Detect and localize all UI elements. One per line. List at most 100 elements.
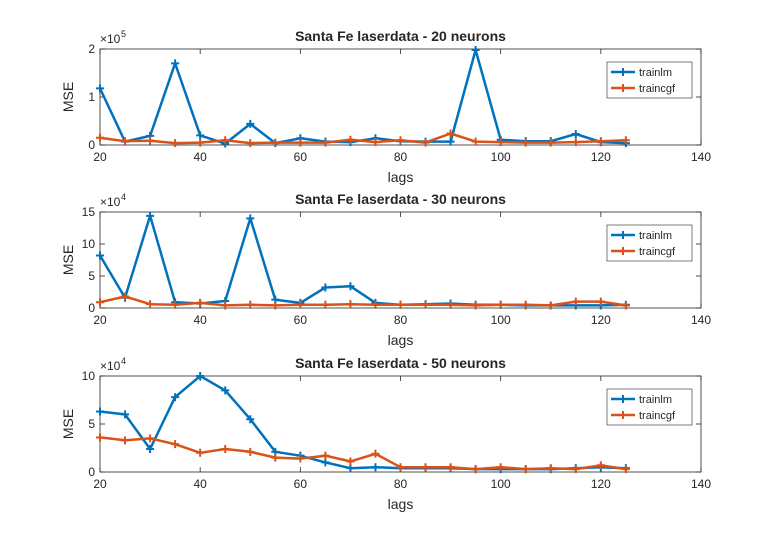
- legend-label-trainlm: trainlm: [639, 394, 672, 406]
- data-point-trainlm: [246, 119, 255, 128]
- x-tick-label: 20: [93, 150, 107, 164]
- y-exponent-label: ×10: [100, 32, 121, 46]
- x-tick-label: 80: [394, 313, 408, 327]
- legend-box: [606, 224, 693, 262]
- data-point-traincgf: [371, 138, 380, 147]
- x-axis-label: lags: [388, 496, 414, 512]
- chart-title: Santa Fe laserdata - 30 neurons: [295, 191, 506, 207]
- data-point-traincgf: [196, 298, 205, 307]
- legend: trainlm traincgf: [606, 224, 693, 262]
- data-point-trainlm: [96, 251, 104, 260]
- data-point-traincgf: [121, 137, 130, 146]
- legend-marker-trainlm: [619, 231, 627, 239]
- data-point-traincgf: [346, 135, 355, 144]
- data-point-traincgf: [296, 454, 305, 463]
- x-tick-label: 80: [394, 150, 408, 164]
- data-point-traincgf: [421, 463, 430, 472]
- data-point-traincgf: [196, 138, 205, 147]
- series-traincgf: [96, 292, 630, 310]
- legend-marker-traincgf: [619, 247, 627, 255]
- data-point-trainlm: [121, 410, 130, 419]
- data-point-traincgf: [246, 139, 255, 148]
- x-tick-label: 140: [691, 477, 711, 491]
- data-point-trainlm: [196, 131, 205, 140]
- data-point-traincgf: [471, 137, 480, 146]
- series-line-traincgf: [99, 132, 626, 145]
- data-point-trainlm: [146, 444, 155, 453]
- data-point-traincgf: [121, 292, 130, 301]
- data-point-traincgf: [446, 463, 455, 472]
- data-point-traincgf: [96, 433, 104, 442]
- legend: trainlm traincgf: [606, 61, 693, 99]
- x-tick-label: 60: [294, 313, 308, 327]
- y-tick-label: 10: [82, 237, 96, 251]
- data-point-traincgf: [321, 138, 330, 147]
- data-point-trainlm: [321, 458, 330, 467]
- x-tick-label: 20: [93, 477, 107, 491]
- data-point-trainlm: [446, 137, 455, 146]
- y-tick-label: 5: [88, 417, 95, 431]
- data-point-traincgf: [371, 300, 380, 309]
- y-tick-label: 2: [88, 42, 95, 56]
- legend-label-traincgf: traincgf: [639, 83, 676, 95]
- chart-title: Santa Fe laserdata - 50 neurons: [295, 355, 506, 371]
- y-tick-label: 1: [88, 90, 95, 104]
- data-point-traincgf: [571, 138, 580, 147]
- data-point-traincgf: [496, 138, 505, 147]
- legend-label-trainlm: trainlm: [639, 67, 672, 79]
- legend-label-trainlm: trainlm: [639, 230, 672, 242]
- data-point-trainlm: [246, 214, 255, 223]
- x-tick-label: 40: [193, 150, 207, 164]
- data-point-traincgf: [446, 129, 455, 138]
- axes-box: [99, 48, 702, 146]
- legend-box: [606, 61, 693, 99]
- series-traincgf: [96, 433, 630, 474]
- chart-title: Santa Fe laserdata - 20 neurons: [295, 28, 506, 44]
- data-point-traincgf: [546, 138, 555, 147]
- subplot-1: Santa Fe laserdata - 20 neurons 20 40 60 80 1…: [60, 28, 711, 185]
- legend-marker-traincgf: [619, 411, 627, 419]
- x-tick-label: 140: [691, 313, 711, 327]
- data-point-traincgf: [496, 463, 505, 472]
- data-point-traincgf: [521, 300, 530, 309]
- data-point-trainlm: [346, 464, 355, 473]
- data-point-traincgf: [146, 300, 155, 309]
- x-tick-label: 40: [193, 477, 207, 491]
- data-point-traincgf: [96, 298, 104, 307]
- data-point-trainlm: [321, 283, 330, 292]
- data-point-trainlm: [171, 59, 180, 68]
- series-traincgf: [96, 129, 630, 148]
- data-point-trainlm: [96, 407, 104, 416]
- x-tick-label: 40: [193, 313, 207, 327]
- data-point-traincgf: [396, 136, 405, 145]
- data-point-traincgf: [571, 297, 580, 306]
- data-point-traincgf: [471, 301, 480, 310]
- y-exponent-label: ×10: [100, 195, 121, 209]
- x-tick-label: 120: [591, 477, 611, 491]
- data-point-traincgf: [146, 434, 155, 443]
- data-point-trainlm: [146, 211, 155, 220]
- y-axis-label: MSE: [60, 82, 76, 112]
- data-point-traincgf: [421, 300, 430, 309]
- x-tick-label: 100: [491, 150, 511, 164]
- data-point-traincgf: [196, 448, 205, 457]
- x-tick-label: 60: [294, 150, 308, 164]
- legend-marker-trainlm: [619, 395, 627, 403]
- data-point-traincgf: [271, 453, 280, 462]
- data-point-traincgf: [296, 300, 305, 309]
- y-exponent-power: 4: [121, 192, 126, 202]
- data-point-trainlm: [471, 45, 480, 54]
- data-point-traincgf: [471, 465, 480, 474]
- data-point-traincgf: [546, 464, 555, 473]
- y-exponent-power: 4: [121, 356, 126, 366]
- y-tick-label: 10: [82, 369, 96, 383]
- x-tick-label: 100: [491, 477, 511, 491]
- y-tick-label: 0: [88, 465, 95, 479]
- data-point-traincgf: [396, 300, 405, 309]
- data-point-trainlm: [196, 372, 205, 380]
- legend: trainlm traincgf: [606, 388, 693, 426]
- data-point-traincgf: [221, 301, 230, 310]
- data-point-traincgf: [621, 301, 630, 310]
- data-point-traincgf: [146, 136, 155, 145]
